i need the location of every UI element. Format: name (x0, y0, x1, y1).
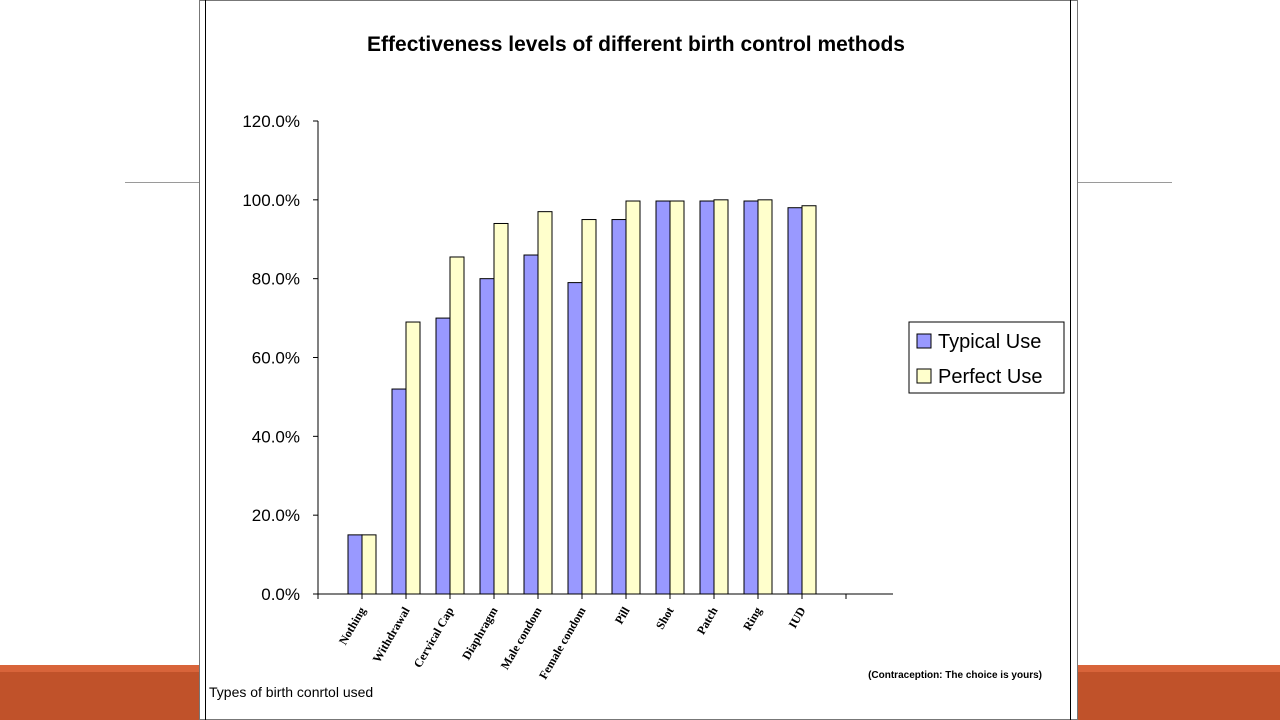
slide-rule-left (125, 182, 200, 183)
x-tick-label: Patch (694, 604, 721, 637)
bar-typical-use (435, 317, 451, 595)
x-tick-label: IUD (785, 604, 808, 630)
x-tick-label: Withdrawal (370, 604, 413, 665)
bar-perfect-use (801, 205, 817, 595)
legend-box (908, 321, 1065, 394)
bar-perfect-use (625, 200, 641, 595)
bar-typical-use (523, 254, 539, 595)
bar-series-group (317, 199, 847, 599)
legend-label: Perfect Use (938, 366, 1042, 388)
bar-typical-use (655, 200, 671, 595)
bar-perfect-use (669, 200, 685, 595)
bar-typical-use (743, 200, 759, 595)
x-tick-label: Male condom (498, 604, 545, 671)
x-tick-label: Pill (612, 604, 633, 627)
x-tick-label: Diaphragm (459, 604, 500, 662)
chart-title: Effectiveness levels of different birth … (367, 33, 905, 56)
bar-typical-use (611, 219, 627, 595)
bar-typical-use (787, 207, 803, 595)
bar-typical-use (391, 388, 407, 595)
chart-annotation: (Contraception: The choice is yours) (868, 670, 1042, 681)
x-tick-label: Cervical Cap (411, 604, 457, 670)
bar-perfect-use (581, 219, 597, 595)
y-tick-label: 120.0% (242, 112, 300, 131)
legend-swatch (916, 333, 932, 349)
y-tick-label: 40.0% (252, 427, 300, 446)
bar-typical-use (347, 534, 363, 595)
bar-perfect-use (713, 199, 729, 595)
x-tick-label: Female condom (536, 604, 589, 681)
bar-typical-use (479, 278, 495, 595)
bar-perfect-use (361, 534, 377, 595)
x-tick-label: Ring (740, 605, 764, 633)
chart-area (205, 0, 1071, 720)
legend-label: Typical Use (938, 331, 1041, 353)
bar-typical-use (699, 200, 715, 595)
y-tick-label: 80.0% (252, 270, 300, 289)
bar-perfect-use (493, 222, 509, 595)
bar-perfect-use (757, 199, 773, 595)
bar-typical-use (567, 282, 583, 595)
slide-rule-right (1078, 182, 1172, 183)
y-tick-label: 20.0% (252, 506, 300, 525)
y-tick-label: 0.0% (261, 585, 300, 604)
y-tick-label: 60.0% (252, 349, 300, 368)
legend: Typical Use Perfect Use (908, 321, 1065, 394)
bar-perfect-use (449, 256, 465, 595)
bar-perfect-use (537, 211, 553, 595)
x-axis-label: Types of birth conrtol used (209, 684, 373, 700)
y-tick-label: 100.0% (242, 191, 300, 210)
x-tick-label: Shot (653, 604, 677, 631)
x-tick-label: Nothing (336, 605, 369, 648)
legend-swatch (916, 368, 932, 384)
bar-perfect-use (405, 321, 421, 595)
